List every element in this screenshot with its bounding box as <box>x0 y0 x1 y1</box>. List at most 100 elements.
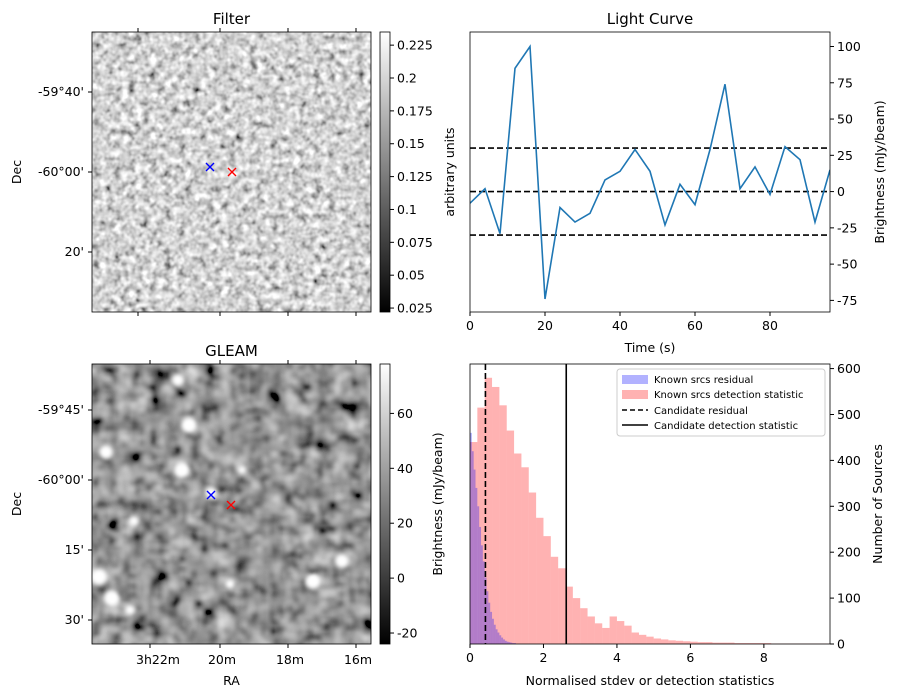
gleam-sources <box>92 374 349 615</box>
light-curve-xtick-label: 40 <box>612 318 628 333</box>
filter-markers <box>205 162 237 177</box>
light-curve-hlines <box>470 147 830 236</box>
detection-bar <box>514 453 522 644</box>
detection-bar <box>528 492 537 644</box>
gleam-source-blob <box>99 445 113 459</box>
light-curve-title: Light Curve <box>607 10 693 28</box>
detection-bar <box>712 642 720 644</box>
detection-bar <box>638 634 647 644</box>
light-curve-ytick-label: -50 <box>837 257 857 272</box>
detection-bar <box>727 642 735 644</box>
legend-label-detection: Known srcs detection statistic <box>654 390 803 401</box>
legend-label-residual: Known srcs residual <box>654 375 753 386</box>
gleam-ytick-label: 15' <box>65 542 84 557</box>
residual-bar <box>492 618 494 644</box>
detection-bar <box>719 642 728 644</box>
detection-bar <box>668 640 676 644</box>
histogram-ytick-label: 200 <box>837 545 861 560</box>
gleam-title: GLEAM <box>205 342 258 360</box>
residual-bar <box>475 487 478 644</box>
gleam-source-blob <box>225 579 235 589</box>
gleam-colorbar-label: Brightness (mJy/beam) <box>430 432 445 575</box>
histogram-vlines <box>484 364 568 644</box>
gleam-y-ticks: -59°45' -60°00' 15' 30' <box>38 402 92 627</box>
residual-bar <box>508 642 511 644</box>
gleam-ytick-label: 30' <box>65 612 84 627</box>
gleam-source-blob <box>205 487 217 499</box>
detection-bar <box>565 586 573 644</box>
light-curve-xtick-label: 60 <box>687 318 703 333</box>
histogram-xlabel: Normalised stdev or detection statistics <box>526 673 775 688</box>
residual-bar <box>501 637 504 644</box>
marker-x <box>226 500 236 510</box>
gleam-source-blob <box>92 569 107 585</box>
light-curve-ytick-label: 50 <box>837 112 853 127</box>
legend-label-candidate-residual: Candidate residual <box>654 406 748 417</box>
gleam-source-blob <box>172 374 184 386</box>
colorbar-tick-label: 0.225 <box>397 38 433 53</box>
filter-ytick-label: 20' <box>65 244 84 259</box>
light-curve-ytick-label: 0 <box>837 184 845 199</box>
residual-bar <box>473 469 476 644</box>
histogram-ytick-label: 500 <box>837 407 861 422</box>
gleam-source-blob <box>174 462 190 478</box>
detection-bar <box>734 643 742 644</box>
colorbar-tick-label: -20 <box>397 626 417 641</box>
detection-bar <box>536 517 544 644</box>
residual-bar <box>499 635 502 644</box>
filter-ytick-label: -59°40' <box>38 84 84 99</box>
detection-bar <box>506 430 515 644</box>
residual-bar <box>495 629 498 644</box>
light-curve-x-ticks: 0 20 40 60 80 <box>466 312 778 333</box>
detection-bar <box>484 377 493 644</box>
light-curve-frame <box>469 31 831 313</box>
detection-bar <box>470 442 478 644</box>
detection-bar <box>631 632 639 644</box>
histogram-xtick-label: 4 <box>613 650 621 665</box>
detection-bar <box>521 467 529 644</box>
histogram-xtick-label: 2 <box>539 650 547 665</box>
histogram-ytick-label: 0 <box>837 637 845 652</box>
gleam-xtick-label: 16m <box>344 652 372 667</box>
light-curve-ytick-label: -75 <box>837 293 857 308</box>
detection-bar <box>609 616 617 644</box>
residual-bar <box>477 506 480 644</box>
gleam-xlabel: RA <box>223 673 240 688</box>
detection-bar <box>756 643 764 644</box>
legend-label-candidate-detection: Candidate detection statistic <box>654 421 798 432</box>
light-curve-y-ticks: -75 -50 -25 0 25 50 75 100 <box>830 39 861 308</box>
filter-ytick-label: -60°00' <box>38 164 84 179</box>
gleam-xtick-label: 18m <box>276 652 304 667</box>
gleam-source-blob <box>125 605 135 615</box>
residual-bar <box>510 642 513 644</box>
gleam-frame <box>91 363 372 645</box>
light-curve-xtick-label: 0 <box>466 318 474 333</box>
gleam-source-blob <box>181 417 197 433</box>
light-curve-xtick-label: 20 <box>537 318 553 333</box>
gleam-source-blob <box>129 516 139 526</box>
residual-bar <box>479 526 482 644</box>
light-curve-ytick-label: 75 <box>837 75 853 90</box>
colorbar-tick-label: 0.175 <box>397 103 433 118</box>
residual-bar <box>486 591 489 644</box>
detection-bar <box>492 386 500 644</box>
filter-ylabel: Dec <box>9 160 24 184</box>
residual-bar <box>482 561 485 644</box>
filter-colorbar <box>379 31 391 313</box>
histogram-panel: 0 2 4 6 8 0 100 200 300 400 500 600 Normalised std… <box>466 361 885 688</box>
detection-bar <box>550 556 559 644</box>
filter-colorbar-label: arbitrary units <box>442 127 457 216</box>
colorbar-tick-label: 0.15 <box>397 136 425 151</box>
histogram-ytick-label: 300 <box>837 499 861 514</box>
residual-bar <box>503 639 505 644</box>
colorbar-tick-label: 60 <box>397 406 413 421</box>
legend-box <box>616 368 826 437</box>
detection-bar <box>741 643 750 644</box>
detection-bar <box>587 616 595 644</box>
light-curve-xlabel: Time (s) <box>624 340 676 355</box>
legend-swatch-residual <box>622 375 648 384</box>
gleam-source-blob <box>238 466 246 474</box>
histogram-xtick-label: 6 <box>686 650 694 665</box>
detection-bar <box>602 627 610 644</box>
